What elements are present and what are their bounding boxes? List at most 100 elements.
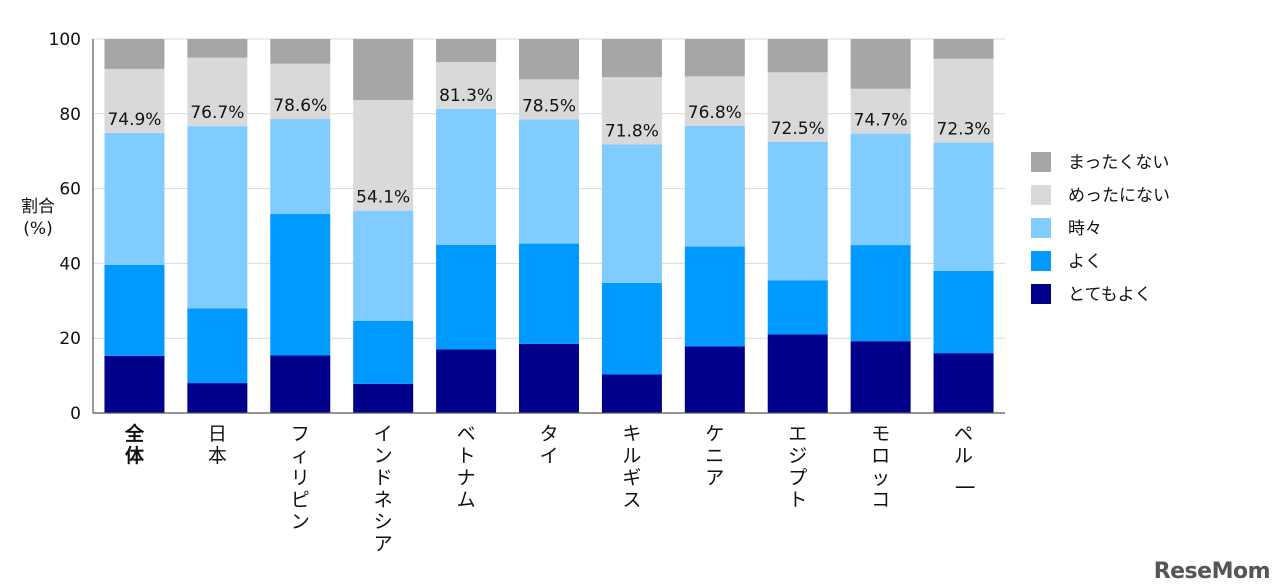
legend-label: 時々 <box>1068 219 1102 239</box>
bar-segment <box>104 264 165 356</box>
bar-segment <box>436 39 497 63</box>
category-label: フィリピン <box>291 423 310 533</box>
bar-segment <box>850 341 911 413</box>
category-label: ケニア <box>705 423 724 489</box>
legend-swatch <box>1031 251 1051 271</box>
legend-swatch <box>1031 152 1051 172</box>
bar-segment <box>187 126 248 309</box>
bar-segment <box>684 76 745 126</box>
bar-segment <box>519 243 579 344</box>
legend-swatch <box>1031 185 1051 205</box>
bar-segment <box>933 39 994 59</box>
bar-segment <box>353 320 414 384</box>
bar-segment <box>601 282 662 375</box>
data-label: 74.9% <box>107 110 161 130</box>
category-label: ベトナム <box>457 423 476 511</box>
bar-segment <box>270 214 331 356</box>
bar-segment <box>353 39 414 100</box>
bar-segment <box>850 88 911 134</box>
bar-segment <box>519 343 579 413</box>
bar-segment <box>767 334 828 413</box>
data-label: 74.7% <box>854 111 908 131</box>
data-label: 54.1% <box>356 188 410 208</box>
category-label: 全体 <box>124 422 145 467</box>
bar-segment <box>933 58 994 143</box>
y-tick-label: 0 <box>70 404 81 424</box>
bar-segment <box>933 270 994 354</box>
y-axis-label-line: (%) <box>23 219 52 239</box>
bar-segment <box>601 39 662 78</box>
bar-segment <box>353 210 414 321</box>
data-label: 72.5% <box>771 119 825 139</box>
bar-segment <box>684 346 745 413</box>
data-label: 81.3% <box>439 86 493 106</box>
legend-label: よく <box>1068 252 1102 272</box>
axes <box>92 39 1005 414</box>
bar-segment <box>684 125 745 247</box>
bar-segment <box>270 63 331 120</box>
bar-segment <box>436 108 497 245</box>
bar-segment <box>270 39 331 64</box>
y-axis-label: 割合(%) <box>21 197 55 239</box>
bars <box>104 39 994 413</box>
bar-segment <box>104 39 165 69</box>
y-tick-labels: 0 20 40 60 80 100 <box>49 30 81 424</box>
bar-segment <box>270 355 331 413</box>
bar-segment <box>767 280 828 335</box>
bar-segment <box>436 62 497 109</box>
watermark-logo: ReseMom <box>1153 559 1271 584</box>
bar-segment <box>519 79 579 120</box>
data-label: 78.6% <box>273 96 327 116</box>
legend-label: まったくない <box>1068 153 1169 173</box>
bar-segment <box>104 68 165 133</box>
category-label: キルギス <box>622 423 641 511</box>
data-label: 76.7% <box>190 103 244 123</box>
bar-segment <box>933 142 994 271</box>
data-label: 71.8% <box>605 121 659 141</box>
y-tick-label: 100 <box>49 30 81 50</box>
bar-segment <box>767 72 828 142</box>
y-tick-label: 80 <box>59 105 81 125</box>
y-tick-label: 20 <box>59 329 81 349</box>
data-label: 78.5% <box>522 96 576 116</box>
bar-segment <box>933 353 994 413</box>
y-tick-label: 40 <box>59 254 81 274</box>
bar-segment <box>187 57 248 127</box>
bar-segment <box>601 374 662 413</box>
bar-segment <box>519 39 579 80</box>
category-label: インドネシア <box>374 423 393 555</box>
category-label: エジプト <box>788 423 807 511</box>
bar-segment <box>767 141 828 281</box>
bar-segment <box>850 133 911 246</box>
category-label: ペル| <box>954 423 977 490</box>
category-label: タイ <box>539 423 558 467</box>
bar-segment <box>601 144 662 283</box>
bar-segment <box>187 308 248 384</box>
data-label: 72.3% <box>937 120 991 140</box>
legend-swatch <box>1031 284 1051 304</box>
category-label: モロッコ <box>871 423 890 511</box>
category-labels: 全体 日本 フィリピン インドネシア ベトナム タイ キルギス ケニア エジプト モロッコ ペル| <box>124 422 977 555</box>
bar-segment <box>187 39 248 58</box>
bar-segment <box>850 245 911 342</box>
data-label: 76.8% <box>688 103 742 123</box>
bar-segment <box>601 77 662 145</box>
bar-segment <box>684 39 745 77</box>
bar-segment <box>684 246 745 347</box>
bar-segment <box>850 39 911 89</box>
bar-segment <box>353 383 414 413</box>
y-axis-label-line: 割合 <box>21 197 55 217</box>
bar-segment <box>104 355 165 413</box>
bar-segment <box>104 132 165 265</box>
bar-segment <box>270 119 331 215</box>
bar-segment <box>767 39 828 73</box>
bar-segment <box>519 119 579 244</box>
y-tick-label: 60 <box>59 180 81 200</box>
legend-label: とてもよく <box>1068 285 1152 305</box>
category-label: 日本 <box>208 423 227 467</box>
legend-label: めったにない <box>1068 186 1170 206</box>
bar-segment <box>436 349 497 413</box>
data-labels: 74.9% 76.7% 78.6% 54.1% 81.3% 78.5% 71.8% 76.8%… <box>107 86 990 208</box>
